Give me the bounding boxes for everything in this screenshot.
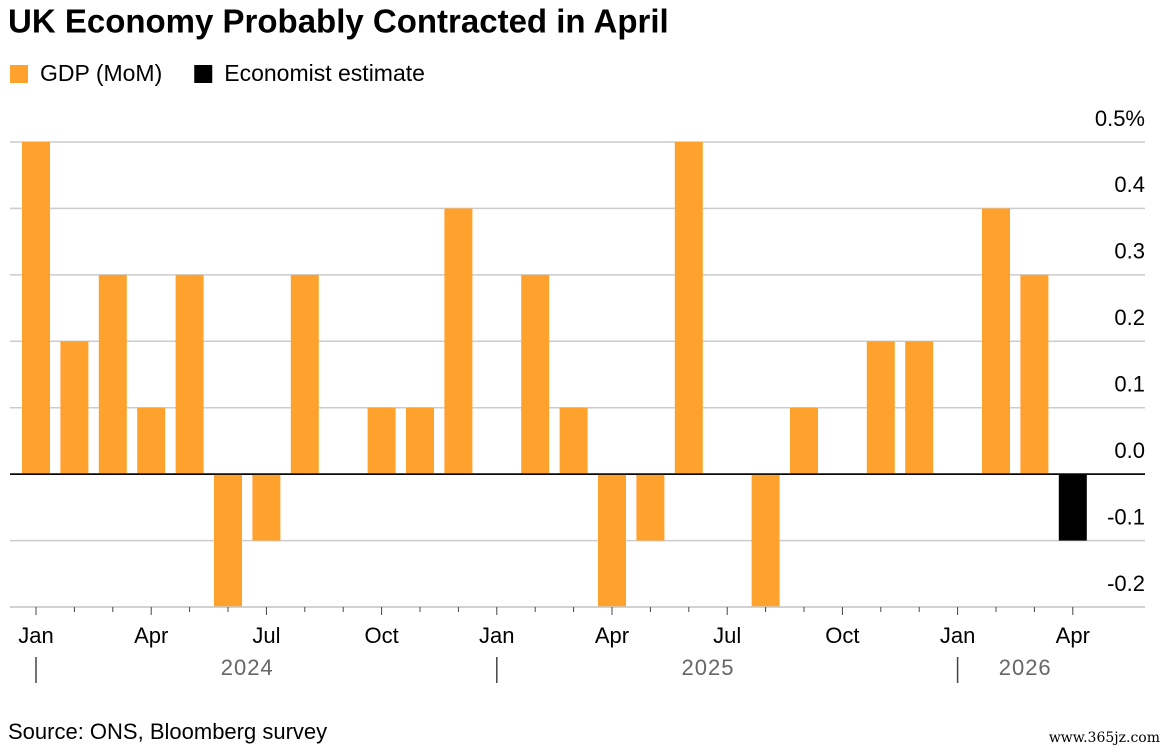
bar bbox=[674, 142, 703, 475]
y-tick-label: 0.1 bbox=[1114, 372, 1145, 397]
x-tick-label: Oct bbox=[364, 623, 398, 648]
bar bbox=[252, 474, 281, 541]
source: Source: ONS, Bloomberg survey bbox=[8, 719, 327, 744]
bar bbox=[598, 474, 626, 607]
x-tick-label: Jul bbox=[713, 623, 741, 648]
legend-swatch bbox=[10, 65, 28, 83]
bar bbox=[636, 474, 665, 541]
y-tick-label: 0.5% bbox=[1095, 106, 1145, 131]
x-tick-label: Oct bbox=[825, 623, 859, 648]
x-tick-label: Jan bbox=[479, 623, 514, 648]
y-tick-label: 0.3 bbox=[1114, 239, 1145, 264]
chart-title: UK Economy Probably Contracted in April bbox=[8, 3, 669, 40]
bar bbox=[1020, 274, 1049, 475]
watermark: www.365jz.com bbox=[1049, 730, 1160, 746]
legend-label: GDP (MoM) bbox=[40, 60, 162, 86]
year-label: 2026 bbox=[999, 655, 1052, 680]
x-tick-label: Jan bbox=[18, 623, 53, 648]
legend-label: Economist estimate bbox=[224, 60, 425, 86]
bar bbox=[866, 341, 895, 475]
bar bbox=[905, 341, 934, 475]
legend-swatch bbox=[194, 65, 213, 83]
bar bbox=[175, 274, 204, 475]
bar bbox=[214, 474, 242, 607]
year-label: 2025 bbox=[682, 655, 735, 680]
bar bbox=[60, 341, 89, 475]
bar bbox=[367, 407, 396, 475]
x-tick-label: Apr bbox=[134, 623, 168, 648]
y-tick-label: 0.2 bbox=[1114, 305, 1145, 330]
bar bbox=[982, 208, 1010, 475]
y-tick-label: -0.2 bbox=[1107, 571, 1145, 596]
bar bbox=[444, 208, 473, 475]
x-tick-label: Apr bbox=[1056, 623, 1090, 648]
bar bbox=[559, 407, 588, 475]
bar bbox=[521, 274, 550, 475]
y-tick-label: 0.0 bbox=[1114, 438, 1145, 463]
x-tick-label: Jul bbox=[252, 623, 280, 648]
y-tick-label: -0.1 bbox=[1107, 504, 1145, 529]
bar bbox=[1058, 474, 1087, 541]
bar bbox=[790, 407, 818, 475]
bar bbox=[290, 274, 319, 475]
bar bbox=[22, 142, 50, 475]
x-tick-label: Jan bbox=[940, 623, 975, 648]
bar bbox=[751, 474, 780, 607]
year-label: 2024 bbox=[221, 655, 274, 680]
bar bbox=[98, 274, 127, 475]
y-tick-label: 0.4 bbox=[1114, 172, 1145, 197]
bar bbox=[406, 407, 434, 475]
x-tick-label: Apr bbox=[595, 623, 629, 648]
bar bbox=[137, 407, 166, 475]
